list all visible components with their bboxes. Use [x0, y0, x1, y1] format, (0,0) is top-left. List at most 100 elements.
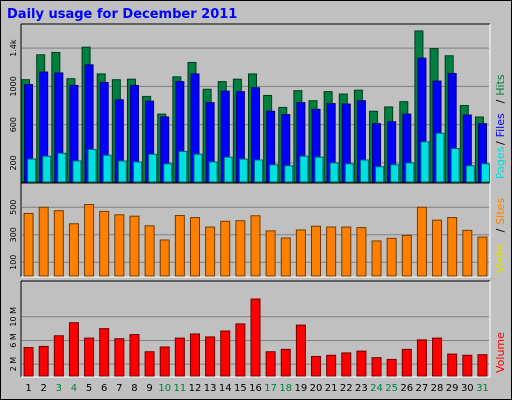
bar-sites: [159, 239, 170, 277]
bar-volume: [114, 338, 125, 377]
bar-sites: [416, 206, 427, 277]
y-tick-label: 600: [9, 117, 18, 132]
bar-sites: [23, 212, 34, 277]
panel-visits-sites: 100 300 500 Visits / Sites: [9, 182, 507, 278]
bar-pages: [405, 162, 415, 183]
bar-pages: [178, 150, 188, 183]
bar-sites: [114, 214, 125, 277]
bar-pages: [208, 161, 218, 183]
legend-item: Pages: [494, 146, 507, 179]
bar-volume: [311, 355, 322, 377]
bar-pages: [117, 160, 127, 183]
bar-sites: [477, 236, 488, 277]
legend-item: Hits: [494, 74, 507, 96]
x-tick-label: 24: [370, 383, 383, 394]
bar-sites: [356, 227, 367, 277]
bar-pages: [344, 163, 354, 183]
bar-pages: [375, 166, 385, 183]
bar-sites: [99, 210, 110, 277]
x-tick-label: 31: [476, 383, 489, 394]
bar-volume: [99, 328, 110, 377]
bar-pages: [148, 153, 158, 183]
bar-volume: [356, 350, 367, 377]
bar-pages: [284, 165, 294, 183]
x-tick-label: 26: [400, 383, 413, 394]
bar-sites: [462, 229, 473, 277]
panel-volume: 2 M 6 M 10 M Volume: [9, 280, 507, 378]
bar-volume: [189, 333, 200, 377]
bar-sites: [401, 234, 412, 277]
y-tick-label: 500: [9, 200, 18, 215]
y-tick-label: 2 M: [9, 357, 18, 372]
legend-item: Sites: [494, 198, 507, 225]
bar-volume: [174, 337, 185, 377]
bar-volume: [477, 354, 488, 377]
bar-sites: [205, 226, 216, 277]
bar-pages: [435, 132, 445, 183]
x-tick-label: 28: [431, 383, 444, 394]
x-tick-label: 23: [355, 383, 368, 394]
x-tick-label: 19: [295, 383, 308, 394]
x-tick-label: 21: [325, 383, 338, 394]
legend-item: /: [494, 99, 507, 103]
bar-pages: [314, 156, 324, 183]
bar-volume: [462, 354, 473, 377]
bar-volume: [401, 348, 412, 377]
x-tick-label: 11: [173, 383, 186, 394]
bar-pages: [329, 162, 339, 183]
bar-pages: [223, 156, 233, 183]
legend-item: /: [494, 228, 507, 232]
bar-pages: [87, 148, 97, 183]
bar-sites: [311, 225, 322, 277]
x-tick-label: 18: [279, 383, 292, 394]
x-tick-label: 9: [146, 383, 152, 394]
x-tick-label: 2: [41, 383, 47, 394]
bar-sites: [250, 215, 261, 277]
bar-pages: [193, 153, 203, 183]
bar-sites: [371, 240, 382, 277]
legend-item: Visits: [494, 244, 507, 273]
x-axis-day-labels: 1 2 3 4 5 6 7 8 9 10 11 12 13 14 15 16 17 18 19 20 21 22 23 24 2…: [25, 383, 488, 394]
bar-volume: [371, 357, 382, 377]
y-tick-label: 200: [9, 155, 18, 170]
x-tick-label: 8: [131, 383, 137, 394]
bar-pages: [390, 164, 400, 183]
bar-pages: [238, 158, 248, 183]
bar-pages: [163, 163, 173, 183]
bar-sites: [38, 206, 49, 277]
x-tick-label: 7: [116, 383, 122, 394]
bar-volume: [205, 336, 216, 377]
bar-sites: [341, 226, 352, 277]
bar-volume: [159, 346, 170, 377]
x-tick-label: 16: [249, 383, 262, 394]
legend-item: Volume: [494, 332, 507, 373]
y-tick-label: 10 M: [9, 307, 18, 327]
bar-pages: [420, 141, 430, 183]
x-tick-label: 27: [416, 383, 429, 394]
y-tick-label: 6 M: [9, 333, 18, 348]
x-tick-label: 12: [189, 383, 202, 394]
x-tick-label: 6: [101, 383, 107, 394]
bar-sites: [129, 215, 140, 277]
bar-pages: [42, 155, 52, 183]
bar-pages: [57, 152, 67, 183]
x-tick-label: 13: [204, 383, 217, 394]
y-tick-label: 100: [9, 255, 18, 270]
bar-volume: [38, 345, 49, 377]
bar-sites: [174, 215, 185, 277]
legend-item: Files: [494, 113, 507, 137]
bar-sites: [280, 237, 291, 277]
x-tick-label: 25: [385, 383, 398, 394]
bar-volume: [250, 298, 261, 377]
bar-pages: [27, 158, 37, 183]
bar-sites: [220, 220, 231, 277]
bar-pages: [480, 163, 490, 183]
bar-volume: [280, 348, 291, 377]
x-tick-label: 17: [264, 383, 277, 394]
bar-volume: [235, 323, 246, 377]
bar-volume: [84, 337, 95, 377]
bar-volume: [23, 347, 34, 377]
bar-volume: [144, 351, 155, 377]
x-tick-label: 14: [219, 383, 232, 394]
